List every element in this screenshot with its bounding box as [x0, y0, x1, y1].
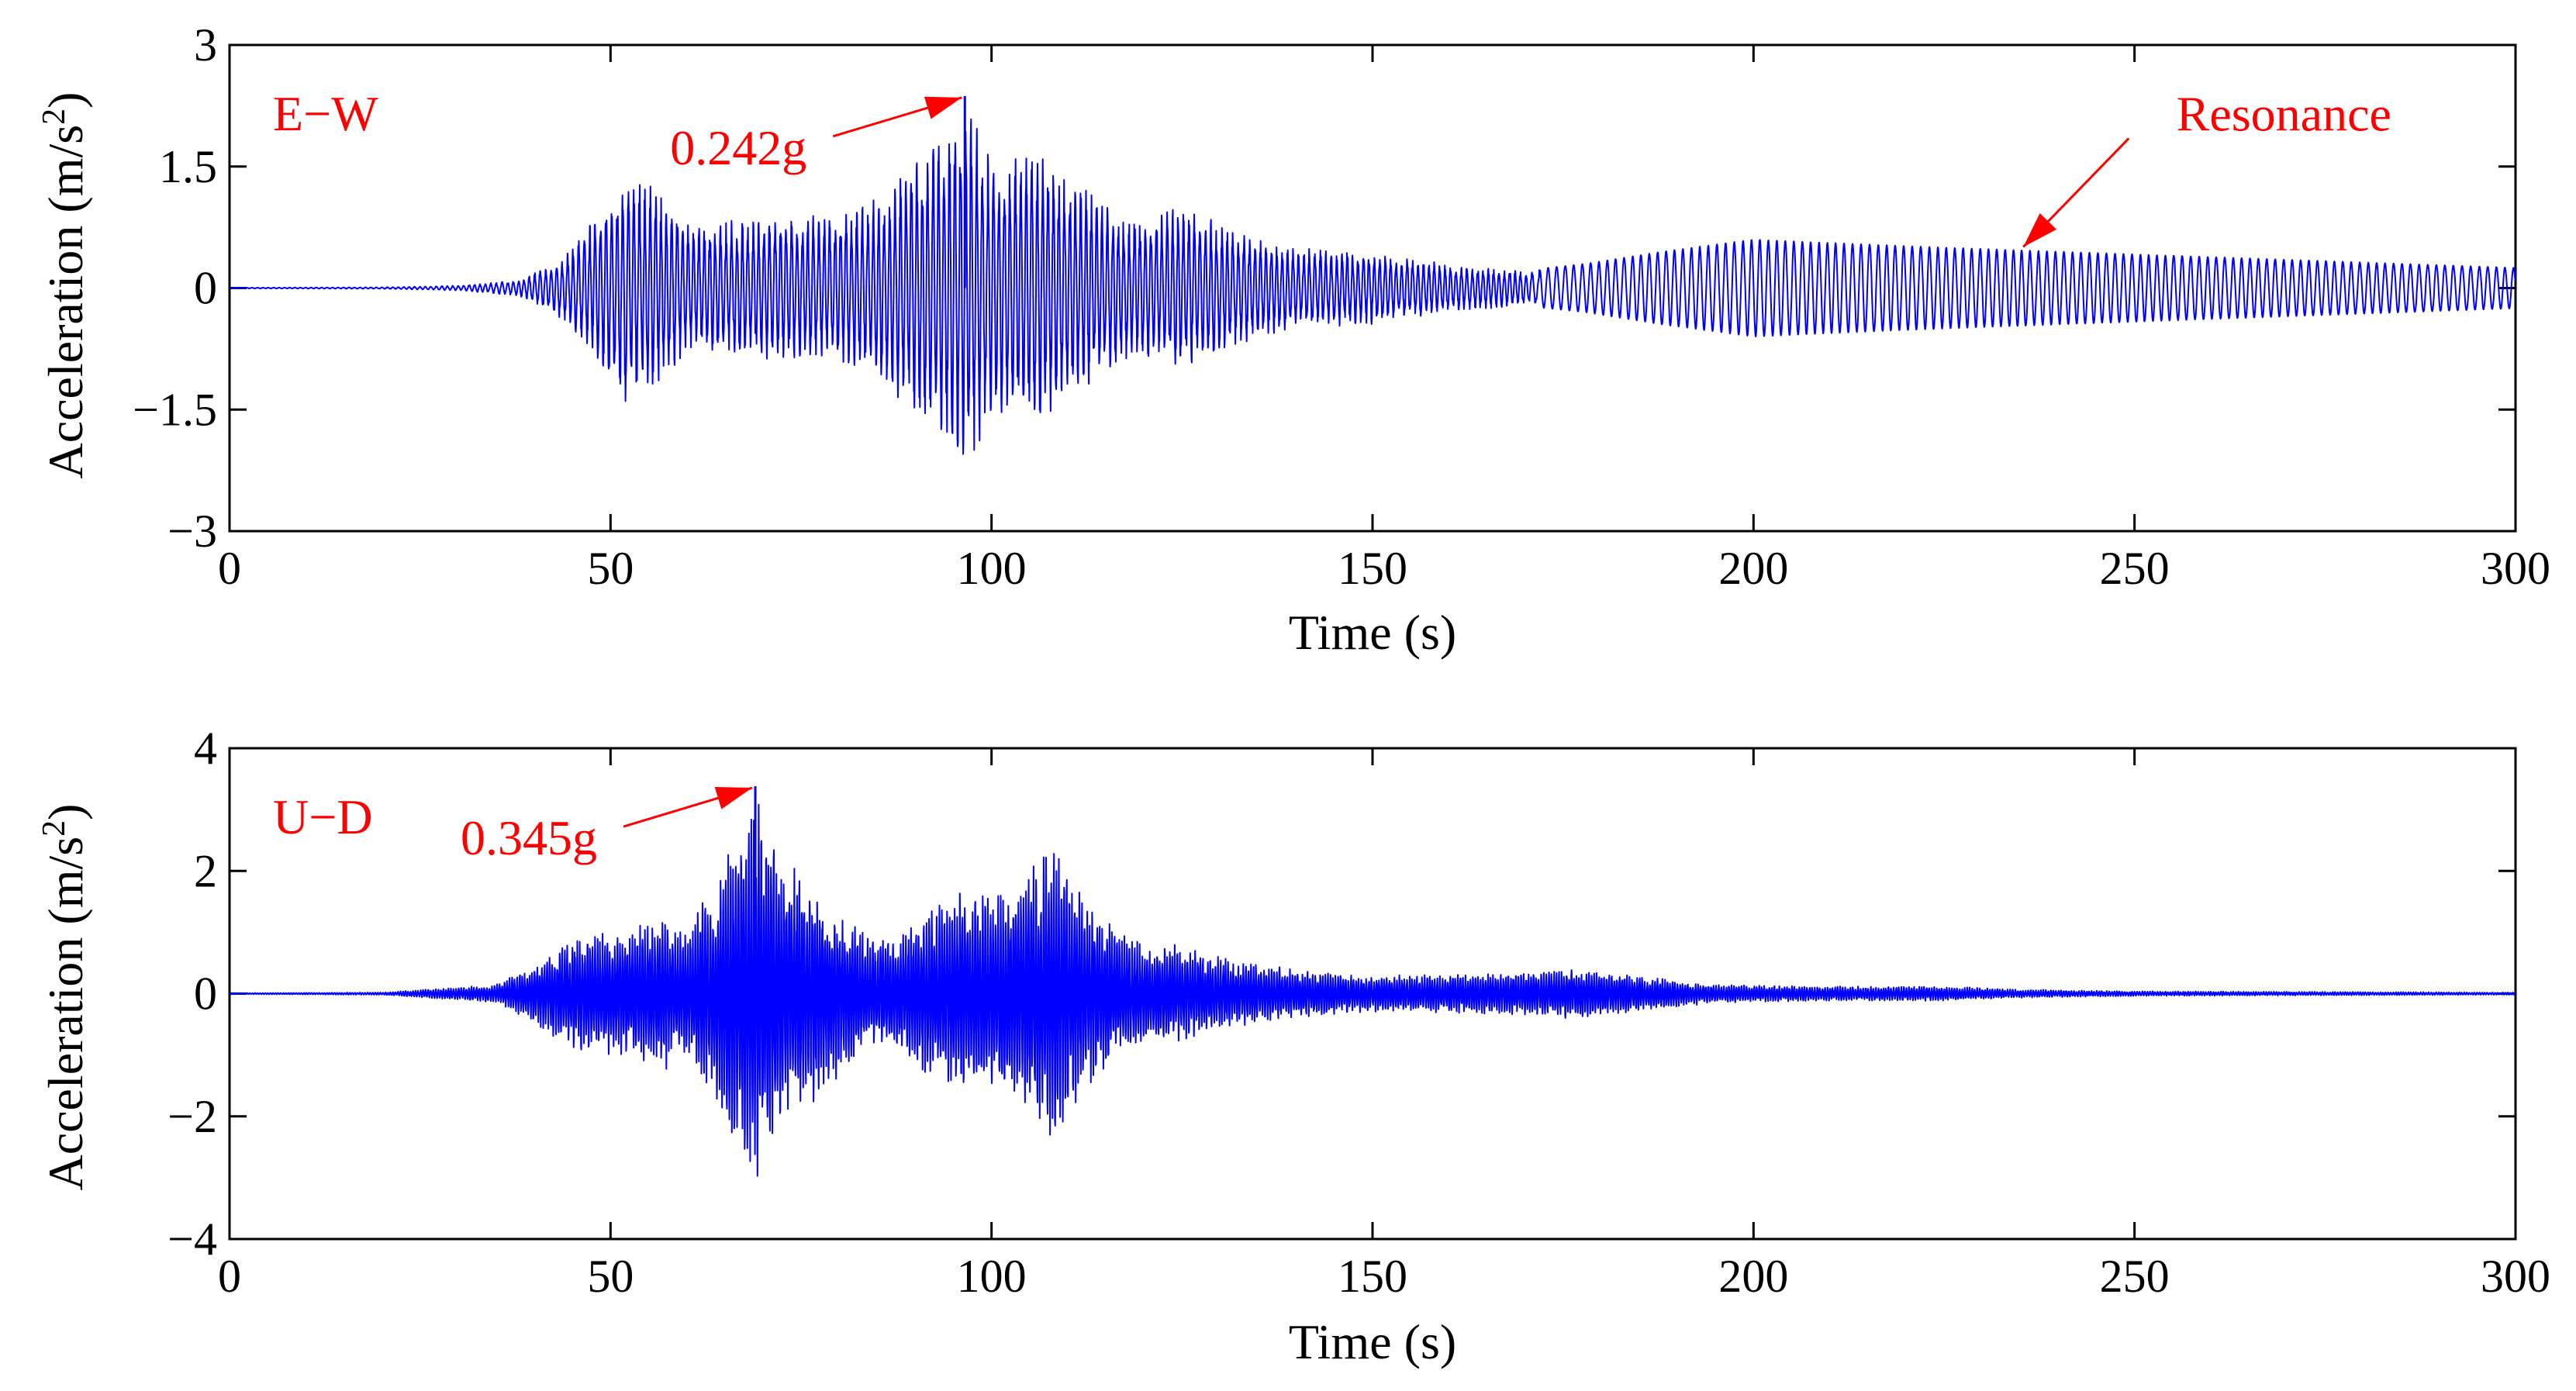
ud-peak-arrow-head	[714, 786, 753, 809]
ew-x-tick-label: 200	[1718, 543, 1788, 594]
ud-peak-label: 0.345g	[461, 810, 597, 865]
ud-x-tick-label: 200	[1718, 1251, 1788, 1302]
ew-y-tick-label: 0	[194, 263, 217, 314]
ew-y-tick-label: −3	[167, 506, 217, 557]
ud-y-tick-label: −4	[167, 1213, 217, 1265]
ew-peak-label: 0.242g	[670, 120, 806, 175]
ud-y-tick-label: 4	[194, 723, 217, 774]
ew-y-axis-title: Acceleration (m/s2)	[36, 92, 93, 479]
ud-acceleration-trace	[229, 803, 2516, 1177]
ud-x-tick-label: 150	[1338, 1251, 1407, 1302]
ud-y-tick-label: 0	[194, 968, 217, 1020]
ew-component-label: E−W	[273, 86, 378, 141]
ew-x-axis-title: Time (s)	[1289, 605, 1456, 660]
ud-x-tick-label: 100	[957, 1251, 1027, 1302]
ew-y-tick-label: 3	[194, 19, 217, 71]
ud-y-axis-title: Acceleration (m/s2)	[36, 804, 93, 1191]
ew-peak-arrow-head	[924, 96, 962, 119]
ew-acceleration-trace	[229, 118, 2516, 455]
ew-x-tick-label: 50	[587, 543, 634, 594]
ud-x-tick-label: 300	[2481, 1251, 2550, 1302]
ud-x-tick-label: 0	[218, 1251, 241, 1302]
ew-y-tick-label: −1.5	[133, 384, 217, 435]
ud-x-axis-title: Time (s)	[1289, 1314, 1456, 1369]
ud-x-tick-label: 250	[2100, 1251, 2170, 1302]
ud-y-tick-label: −2	[167, 1091, 217, 1142]
ew-x-tick-label: 100	[957, 543, 1027, 594]
ew-resonance-arrow-head	[2023, 213, 2057, 247]
ew-x-tick-label: 0	[218, 543, 241, 594]
ew-x-tick-label: 300	[2481, 543, 2550, 594]
ud-y-tick-label: 2	[194, 845, 217, 896]
ew-panel: Acceleration (m/s2) Time (s) E−W 0 50 100 1…	[36, 19, 2550, 660]
ud-component-label: U−D	[273, 789, 373, 844]
ew-y-tick-label: 1.5	[159, 141, 217, 192]
ud-x-tick-label: 50	[587, 1251, 634, 1302]
ew-resonance-label: Resonance	[2177, 86, 2391, 141]
ew-x-tick-label: 250	[2100, 543, 2170, 594]
ew-x-tick-label: 150	[1338, 543, 1407, 594]
ud-panel: Acceleration (m/s2) Time (s) U−D 0 50 100 1…	[36, 723, 2550, 1369]
